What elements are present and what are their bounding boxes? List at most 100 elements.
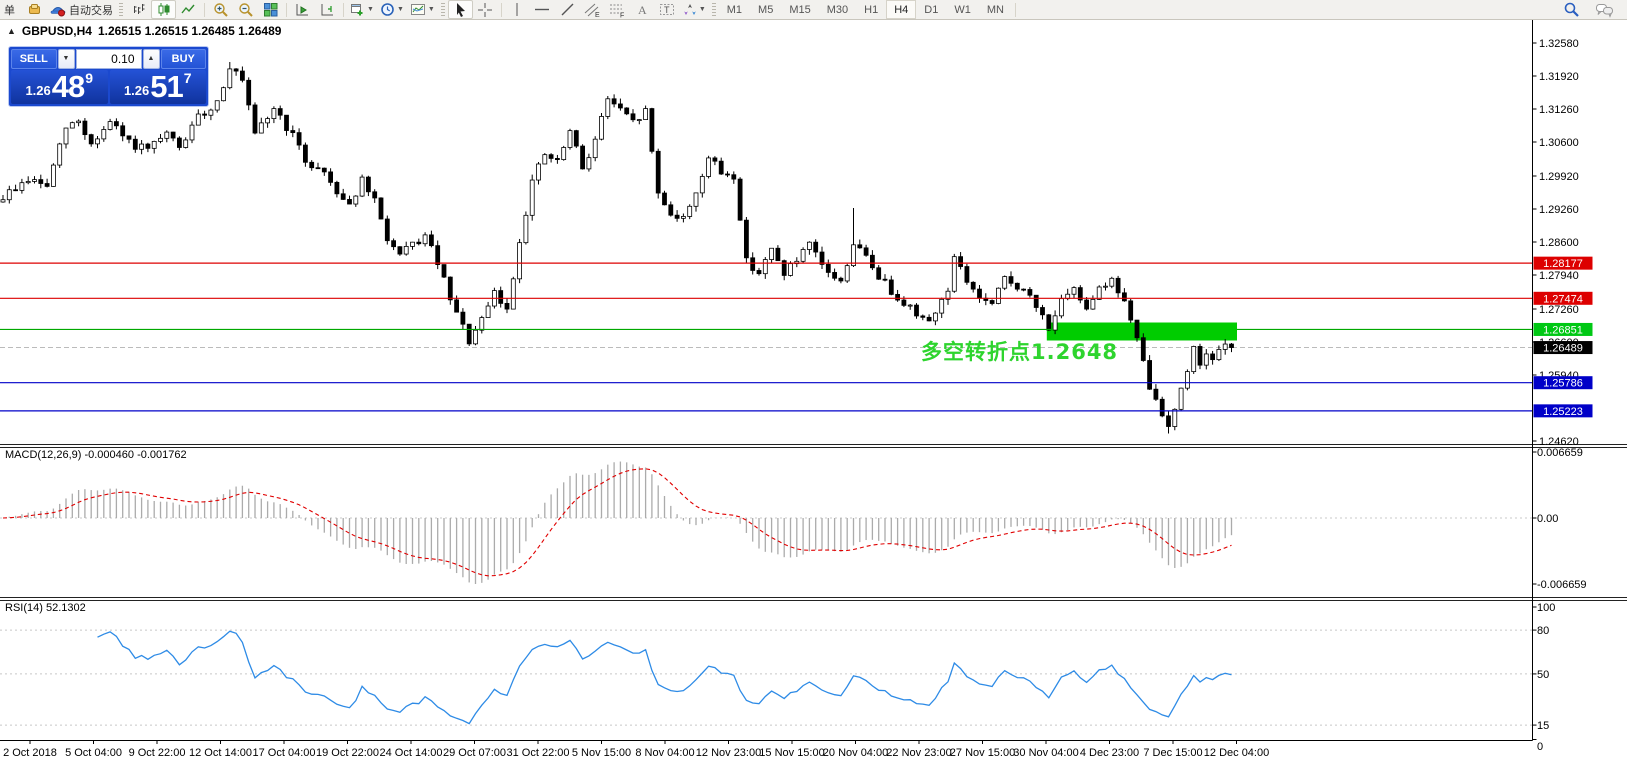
vertical-line-icon[interactable] [505,0,530,19]
svg-text:1.25223: 1.25223 [1543,406,1583,418]
svg-text:0: 0 [1537,741,1543,753]
zoom-out-icon[interactable] [233,0,258,19]
sell-price-display[interactable]: 1.26 48 9 [11,70,108,104]
svg-text:2 Oct 2018: 2 Oct 2018 [3,747,57,759]
svg-text:17 Oct 04:00: 17 Oct 04:00 [253,747,316,759]
buy-price-display[interactable]: 1.26 51 7 [109,69,206,104]
svg-text:0.006659: 0.006659 [1537,447,1583,459]
svg-text:50: 50 [1537,669,1549,681]
periods-button[interactable]: ▼ [377,0,407,19]
svg-text:22 Nov 23:00: 22 Nov 23:00 [886,747,951,759]
macd-indicator-label: MACD(12,26,9) -0.000460 -0.001762 [5,449,187,461]
chart-annotation-text: 多空转折点1.2648 [921,340,1119,364]
svg-text:1.27474: 1.27474 [1543,293,1583,305]
svg-text:-0.006659: -0.006659 [1537,579,1587,591]
fibonacci-icon[interactable]: F [605,0,630,19]
chart-symbol-period: GBPUSD,H4 [21,24,92,38]
svg-text:1.30600: 1.30600 [1539,137,1579,149]
timeframe-button-M5[interactable]: M5 [758,3,774,16]
templates-button[interactable]: ▼ [407,0,438,19]
sell-price-pip: 9 [85,70,94,86]
rsi-line [97,630,1232,725]
svg-text:12 Nov 23:00: 12 Nov 23:00 [696,747,761,759]
svg-text:1.29260: 1.29260 [1539,204,1579,216]
arrows-button[interactable]: ▼ [680,0,709,19]
auto-scroll-icon[interactable] [290,0,315,19]
collapse-panel-arrow-icon[interactable]: ▲ [7,26,16,36]
price-marker-label: 1.26851 [1533,322,1593,336]
svg-text:20 Nov 04:00: 20 Nov 04:00 [823,747,888,759]
dropdown-arrow-icon: ▼ [698,6,706,13]
new-chart-button[interactable]: ▼ [347,0,377,19]
svg-text:12 Oct 14:00: 12 Oct 14:00 [189,747,252,759]
timeframe-button-H1[interactable]: H1 [864,3,879,16]
svg-text:1.31260: 1.31260 [1539,104,1579,116]
rsi-indicator-label: RSI(14) 52.1302 [5,602,86,614]
text-label-icon[interactable]: T [655,0,680,19]
trendline-icon[interactable] [555,0,580,19]
chart-shift-icon[interactable] [315,0,340,19]
volume-decrement-button[interactable]: ▼ [57,48,75,69]
main-toolbar: 单 自动交易 ▼ ▼ ▼ [0,0,1627,20]
tile-windows-icon[interactable] [258,0,283,19]
autotrading-button[interactable]: 自动交易 [47,0,116,19]
sell-price-big: 48 [51,69,85,104]
new-order-icon[interactable] [22,0,47,19]
timeframe-button-W1[interactable]: W1 [954,3,971,16]
toolbar-separator [500,2,502,17]
time-axis-labels: 2 Oct 2018 5 Oct 04:00 9 Oct 22:00 12 Oct 1… [3,740,1269,759]
dropdown-arrow-icon: ▼ [427,6,435,13]
buy-button[interactable]: BUY [160,48,206,69]
timeframe-button-MN[interactable]: MN [986,3,1004,16]
svg-text:19 Oct 22:00: 19 Oct 22:00 [316,747,379,759]
svg-text:80: 80 [1537,625,1549,637]
equidistant-channel-icon[interactable]: E [580,0,605,19]
bar-chart-icon[interactable] [126,0,151,19]
svg-text:1.24620: 1.24620 [1539,436,1579,448]
timeframe-button-M30[interactable]: M30 [826,3,849,16]
svg-text:1.26489: 1.26489 [1543,343,1583,355]
svg-text:1.27940: 1.27940 [1539,270,1579,282]
timeframe-button-H4[interactable]: H4 [886,0,917,19]
svg-text:T: T [664,5,670,15]
price-axis-labels: 1.32580 1.31920 1.31260 1.30600 1.29920 1.292… [1532,38,1587,753]
buy-price-big: 51 [150,69,183,104]
volume-input[interactable]: 0.10 [75,48,142,69]
cursor-icon[interactable] [447,0,473,19]
svg-text:8 Nov 04:00: 8 Nov 04:00 [635,747,694,759]
sell-button[interactable]: SELL [11,48,57,69]
dropdown-arrow-icon: ▼ [396,6,404,13]
svg-text:24 Oct 14:00: 24 Oct 14:00 [380,747,443,759]
chat-icon[interactable] [1592,0,1617,19]
svg-text:5 Nov 15:00: 5 Nov 15:00 [572,747,631,759]
svg-text:31 Oct 22:00: 31 Oct 22:00 [507,747,570,759]
volume-increment-button[interactable]: ▲ [142,48,160,69]
buy-price-pip: 7 [183,70,192,86]
timeframe-button-M1[interactable]: M1 [726,3,743,16]
zoom-in-icon[interactable] [208,0,233,19]
search-icon[interactable] [1559,0,1584,19]
new-order-button-partial[interactable]: 单 [4,4,15,17]
one-click-trading-panel: SELL ▼ 0.10 ▲ BUY 1.26 48 9 1.26 51 7 [8,46,209,107]
green-rectangle-object[interactable] [1046,322,1237,341]
timeframe-toolbar: M1 M5 M15 M30 H1 H4 D1 W1 MN [719,0,1012,19]
svg-text:1.32580: 1.32580 [1539,38,1579,50]
svg-text:4 Dec 23:00: 4 Dec 23:00 [1080,747,1139,759]
svg-text:29 Oct 07:00: 29 Oct 07:00 [443,747,506,759]
crosshair-icon[interactable] [473,0,498,19]
candlestick-chart-icon[interactable] [151,0,176,19]
svg-text:15 Nov 15:00: 15 Nov 15:00 [759,747,824,759]
toolbar-separator [204,2,205,17]
svg-text:A: A [638,3,647,17]
svg-text:12 Dec 04:00: 12 Dec 04:00 [1204,747,1269,759]
text-icon[interactable]: A [630,0,655,19]
candlestick-series [0,62,1234,434]
timeframe-button-M15[interactable]: M15 [789,3,811,16]
timeframe-button-D1[interactable]: D1 [924,3,939,16]
svg-text:1.25786: 1.25786 [1543,378,1583,390]
line-chart-icon[interactable] [176,0,201,19]
price-marker-label: 1.26489 [1533,341,1593,355]
svg-text:27 Nov 15:00: 27 Nov 15:00 [950,747,1015,759]
horizontal-line-icon[interactable] [530,0,555,19]
